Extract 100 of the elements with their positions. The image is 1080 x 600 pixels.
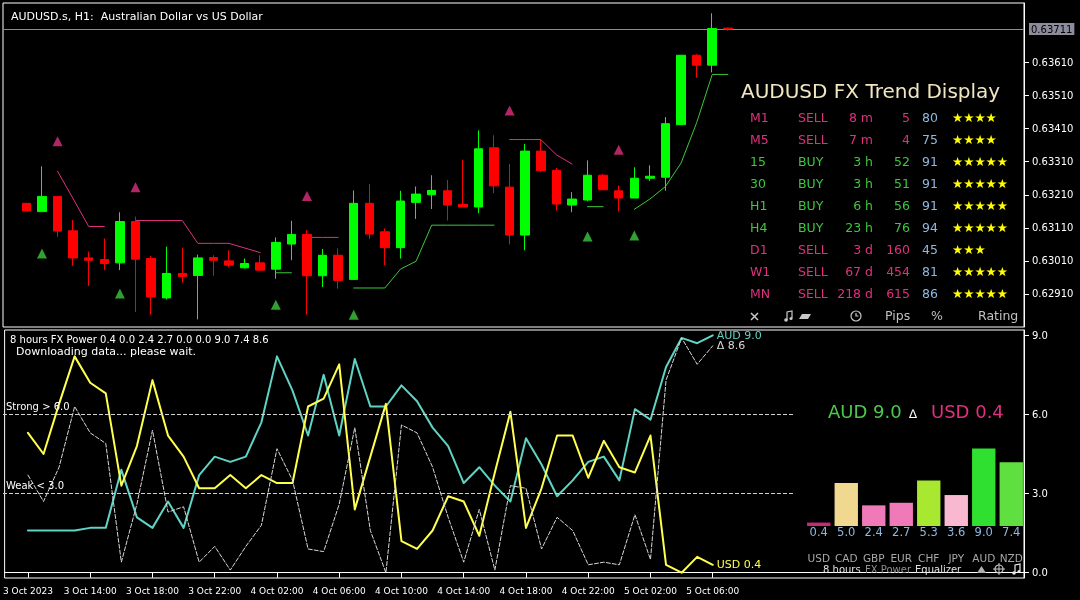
- candlestick: [380, 227, 390, 266]
- annotation: 8 m: [847, 110, 873, 125]
- annotation: SELL: [798, 242, 829, 257]
- data-label: 2.7: [892, 525, 911, 539]
- x-tick-label: 3 Oct 22:00: [188, 585, 242, 596]
- candlestick: [474, 129, 483, 214]
- candlestick: [723, 26, 733, 32]
- ref-line-label: Weak < 3.0: [6, 480, 65, 492]
- candlestick: [193, 254, 203, 320]
- x-tick-label: 3 Oct 18:00: [125, 585, 180, 596]
- x-tick-label: EUR: [890, 551, 913, 564]
- y-tick-label: 0.62910: [1032, 288, 1074, 300]
- annotation: FX Power: [865, 563, 912, 575]
- annotation: ★★★★★: [952, 264, 1010, 279]
- candlestick: [22, 202, 31, 212]
- data-label: 3.6: [947, 525, 966, 539]
- annotation: SELL: [798, 264, 828, 279]
- candlestick: [349, 189, 358, 280]
- candlestick: [458, 159, 468, 208]
- candlestick: [520, 143, 530, 251]
- y-tick-label: 9.0: [1032, 329, 1048, 341]
- annotation: 6 h: [852, 198, 873, 213]
- bar: [944, 495, 968, 526]
- annotation: 160: [885, 242, 910, 257]
- annotation: 3 d: [852, 242, 873, 257]
- candlestick: [37, 165, 47, 213]
- point: [504, 105, 515, 116]
- annotation: 75: [922, 132, 939, 147]
- annotation: Equalizer: [915, 563, 963, 575]
- annotation: 67 d: [844, 264, 873, 279]
- x-tick-label: NZD: [999, 551, 1023, 564]
- annotation: Downloading data... please wait.: [16, 345, 197, 358]
- candlestick: [598, 173, 608, 191]
- x-tick-label: GBP: [862, 551, 885, 564]
- candlestick: [178, 247, 187, 284]
- annotation: 7 m: [847, 132, 873, 147]
- bar: [834, 483, 858, 526]
- candlestick: [427, 174, 436, 210]
- annotation: 8 hours FX Power 0.4 0.0 2.4 2.7 0.0 0.0 9.0 7.4 8.6: [10, 333, 269, 345]
- point: [36, 248, 47, 259]
- annotation: 3 h: [852, 154, 873, 169]
- candlestick: [630, 166, 639, 199]
- x-tick-label: 4 Oct 10:00: [375, 585, 429, 596]
- candlestick: [100, 237, 109, 271]
- annotation: H4: [750, 220, 769, 235]
- annotation: 91: [922, 154, 939, 169]
- point: [52, 136, 63, 147]
- annotation: 15: [750, 154, 767, 169]
- bar: [972, 448, 996, 526]
- candlestick: [240, 258, 249, 269]
- x-tick-label: 3 Oct 2023: [3, 585, 53, 596]
- annotation: MN: [750, 286, 772, 301]
- x-tick-label: CHF: [918, 551, 940, 564]
- annotation: BUY: [798, 176, 825, 191]
- data-label: 9.0: [974, 525, 993, 539]
- annotation: 56: [893, 198, 910, 213]
- annotation: 8 hours: [823, 563, 861, 575]
- y-tick-label: 0.63110: [1032, 222, 1074, 234]
- candlestick: [115, 211, 125, 271]
- point: [114, 288, 125, 299]
- x-tick-label: 4 Oct 06:00: [312, 585, 366, 596]
- annotation: ★★★★: [952, 110, 998, 125]
- y-tick-label: 3.0: [1032, 488, 1048, 500]
- annotation: ★★★★★: [952, 220, 1010, 235]
- candlestick: [489, 134, 499, 194]
- annotation: 86: [922, 286, 939, 301]
- annotation: BUY: [798, 220, 824, 235]
- y-tick-label: 0.63310: [1032, 156, 1074, 168]
- annotation: 45: [922, 242, 939, 257]
- annotation: 454: [885, 264, 910, 279]
- annotation: Rating: [978, 308, 1019, 323]
- candlestick: [661, 116, 670, 192]
- x-tick-label: 4 Oct 14:00: [437, 585, 491, 596]
- candlestick: [287, 220, 296, 261]
- data-label: 5.3: [919, 525, 938, 539]
- annotation: H1: [750, 198, 769, 213]
- x-tick-label: AUD: [972, 551, 996, 564]
- candlestick: [536, 139, 546, 173]
- x-tick-label: 4 Oct 18:00: [499, 585, 553, 596]
- annotation: 615: [885, 286, 910, 301]
- y-tick-label: 0.63210: [1032, 189, 1074, 201]
- annotation: M5: [750, 132, 770, 147]
- y-tick-label: 0.0: [1032, 567, 1048, 579]
- point: [130, 182, 141, 193]
- candlestick: [692, 53, 701, 79]
- annotation: 52: [893, 154, 910, 169]
- annotation: ★★★★★: [952, 286, 1010, 301]
- series-label: USD 0.4: [716, 558, 762, 572]
- candlestick: [645, 164, 655, 182]
- annotation: ★★★★★: [952, 198, 1010, 213]
- candlestick: [271, 236, 281, 280]
- point: [348, 309, 359, 320]
- data-label: 5.0: [837, 525, 856, 539]
- annotation: BUY: [798, 198, 825, 213]
- series-label: Δ 8.6: [716, 339, 746, 353]
- candlestick: [411, 185, 421, 220]
- annotation: M1: [750, 110, 770, 125]
- point: [301, 191, 312, 202]
- annotation: 91: [922, 198, 939, 213]
- y-tick-label: 6.0: [1032, 408, 1048, 420]
